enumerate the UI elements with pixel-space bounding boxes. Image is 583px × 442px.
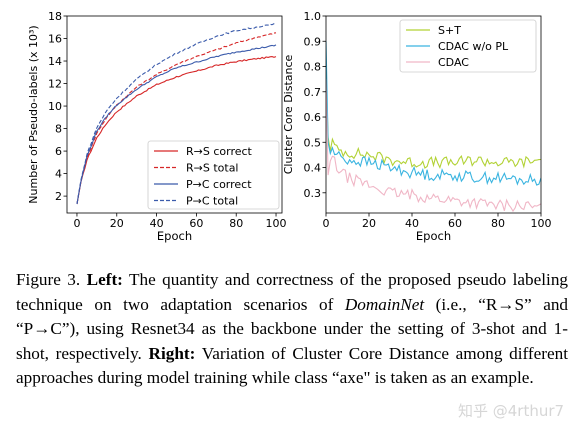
y-tick-label-0-5: 12	[48, 78, 62, 91]
chart-0: 0 20 40 60 80 100 2 4 6 8 10 12 14 16 18 Epoch Number of…	[27, 10, 287, 243]
y-axis-label-1: Cluster Core Distance	[282, 54, 295, 174]
series-line-1-2	[326, 79, 541, 213]
y-axis-label-0: Number of Pseudo-labels (x 10³)	[27, 25, 40, 203]
x-tick-label-0-3: 60	[189, 217, 203, 230]
x-tick-label-0-2: 40	[150, 217, 164, 230]
y-tick-label-1-2: 0.5	[304, 136, 322, 149]
plot-frame-0	[66, 15, 283, 214]
legend-label-1-2: CDAC	[438, 56, 469, 69]
x-tick-label-1-3: 60	[448, 217, 462, 230]
caption-left-head: Left:	[86, 270, 123, 289]
caption-right-text: Variation of Cluster Core Distance among…	[16, 343, 568, 388]
legend-label-1-0: S+T	[438, 24, 461, 37]
x-axis-label-1: Epoch	[416, 229, 451, 243]
legend-box-0	[147, 140, 280, 210]
legend-label-0-1: R→S total	[186, 162, 239, 175]
y-tick-label-0-3: 8	[55, 123, 62, 136]
caption-left-text-1: The quantity and correctness of the prop…	[16, 270, 569, 314]
y-tick-label-1-3: 0.6	[304, 111, 322, 124]
y-tick-label-0-4: 10	[48, 100, 62, 113]
x-tick-label-0-0: 0	[73, 217, 80, 230]
x-tick-label-1-5: 100	[531, 217, 552, 230]
y-tick-label-0-0: 2	[55, 190, 62, 203]
x-tick-label-0-1: 20	[110, 217, 124, 230]
caption-left-text-2: (i.e., “R→S” and “P→C”), using Resnet34 …	[16, 294, 569, 363]
y-tick-label-0-7: 16	[48, 33, 62, 46]
legend-box-1	[399, 19, 537, 73]
legend-label-0-3: P→C total	[186, 195, 238, 208]
x-tick-label-1-1: 20	[362, 217, 376, 230]
x-tick-label-1-4: 80	[491, 217, 505, 230]
caption-domainnet: DomainNet	[344, 294, 425, 314]
legend-label-0-0: R→S correct	[186, 145, 253, 158]
series-line-1-0	[326, 71, 541, 169]
charts-svg: 0 20 40 60 80 100 2 4 6 8 10 12 14 16 18 Epoch Number of…	[27, 10, 552, 243]
x-axis-label-0: Epoch	[157, 229, 192, 243]
legend-label-1-1: CDAC w/o PL	[438, 40, 509, 53]
y-tick-label-1-1: 0.4	[304, 162, 322, 175]
figure: 0 20 40 60 80 100 2 4 6 8 10 12 14 16 18 Epoch Number of…	[27, 10, 552, 243]
y-tick-label-1-6: 0.9	[304, 35, 322, 48]
series-group-0	[76, 22, 277, 205]
x-tick-label-0-5: 100	[266, 217, 287, 230]
series-line-0-2	[76, 44, 277, 205]
y-tick-label-0-2: 6	[55, 145, 62, 158]
caption-label: Figure 3.	[16, 270, 81, 289]
y-tick-label-0-8: 18	[48, 10, 62, 23]
y-tick-label-1-4: 0.7	[304, 86, 322, 99]
series-group-1	[326, 41, 541, 213]
caption-right-head: Right:	[148, 343, 196, 363]
x-tick-label-1-0: 0	[323, 217, 330, 230]
y-tick-label-0-1: 4	[55, 168, 62, 181]
y-tick-label-1-7: 1.0	[304, 10, 322, 23]
x-tick-label-1-2: 40	[405, 217, 419, 230]
series-line-0-0	[76, 56, 277, 205]
y-tick-label-1-0: 0.3	[304, 187, 322, 200]
series-line-1-1	[326, 41, 541, 186]
figure-caption: Figure 3. Left: The quantity and correct…	[16, 268, 568, 391]
y-tick-label-0-6: 14	[48, 55, 62, 68]
watermark-text: 知乎 @4rthur7	[458, 402, 565, 420]
x-tick-label-0-4: 80	[229, 217, 243, 230]
series-line-0-3	[76, 22, 277, 205]
legend-label-0-2: P→C correct	[186, 178, 252, 191]
chart-1: 0 20 40 60 80 100 0.3 0.4 0.5 0.6 0.7 0.8 0.9 1.0 Epoc…	[282, 10, 552, 243]
plot-frame-1	[325, 15, 542, 214]
y-tick-label-1-5: 0.8	[304, 61, 322, 74]
